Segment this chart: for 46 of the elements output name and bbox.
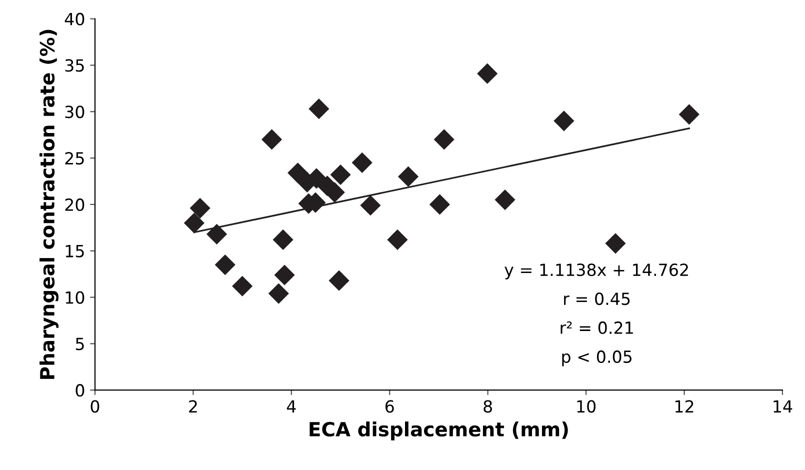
x-tick-label: 12: [675, 400, 694, 412]
point: [360, 195, 381, 216]
annotation: y = 1.1138x + 14.762: [504, 264, 688, 280]
annotation: p < 0.05: [562, 350, 632, 366]
point: [554, 110, 574, 132]
point: [261, 129, 282, 150]
y-tick-label: 35: [65, 59, 84, 72]
y-tick-label: 0: [76, 384, 84, 397]
point: [429, 194, 450, 215]
x-tick-label: 2: [189, 400, 197, 412]
point: [190, 198, 210, 218]
y-axis-title: Pharyngeal contraction rate (%): [40, 30, 59, 379]
y-tick-label: 30: [65, 106, 84, 118]
point: [605, 233, 626, 254]
point: [268, 283, 289, 304]
point: [206, 224, 228, 244]
y-tick-label: 25: [65, 152, 84, 165]
annotation: r = 0.45: [564, 292, 630, 306]
x-tick-label: 4: [286, 400, 296, 412]
y-tick-label: 5: [76, 338, 84, 350]
point: [308, 98, 330, 120]
point: [387, 229, 408, 250]
x-tick-label: 0: [90, 400, 100, 413]
annotation: r² = 0.21: [560, 321, 633, 334]
point: [678, 104, 700, 125]
y-tick-label: 20: [65, 198, 84, 212]
point: [272, 229, 294, 250]
y-tick-label: 15: [66, 245, 84, 258]
y-tick-label: 10: [66, 291, 84, 304]
point: [330, 164, 351, 186]
point: [328, 270, 350, 291]
x-tick-label: 10: [577, 400, 596, 413]
point: [352, 152, 372, 173]
point: [232, 276, 253, 296]
point: [494, 190, 516, 210]
x-tick-label: 6: [385, 400, 394, 413]
x-tick-label: 14: [774, 400, 792, 412]
point: [214, 254, 236, 276]
point: [184, 212, 204, 234]
x-tick-label: 8: [484, 400, 492, 413]
x-axis-title: ECA displacement (mm): [310, 422, 568, 440]
point: [477, 63, 498, 84]
point: [274, 264, 295, 286]
point: [398, 166, 419, 187]
y-tick-label: 40: [64, 12, 84, 26]
point: [434, 129, 454, 150]
